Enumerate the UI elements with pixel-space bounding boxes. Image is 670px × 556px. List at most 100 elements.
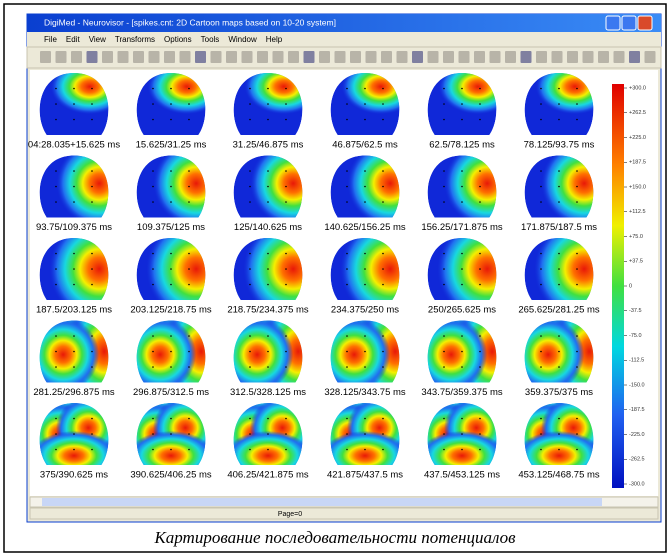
- toolbar-button[interactable]: [567, 51, 578, 63]
- electrode: [152, 103, 154, 105]
- toolbar-button[interactable]: [443, 51, 454, 63]
- toolbar-button[interactable]: [272, 51, 284, 63]
- menu-item[interactable]: Edit: [66, 35, 81, 44]
- electrode: [382, 118, 384, 121]
- toolbar-button[interactable]: [226, 51, 237, 63]
- map-label: 250/265.625 ms: [428, 305, 496, 316]
- electrode: [249, 118, 251, 121]
- scroll-thumb[interactable]: [42, 498, 602, 506]
- electrode: [479, 268, 481, 270]
- head-map: [39, 320, 109, 383]
- electrode: [73, 366, 75, 368]
- toolbar-button[interactable]: [396, 51, 408, 63]
- toolbar-button[interactable]: [412, 51, 423, 63]
- toolbar-button[interactable]: [319, 51, 330, 63]
- potential-blob: [436, 238, 497, 300]
- toolbar-button[interactable]: [474, 51, 485, 63]
- electrode: [461, 185, 463, 188]
- toolbar-button[interactable]: [334, 51, 346, 63]
- head-map: [39, 155, 109, 218]
- toolbar-button[interactable]: [303, 51, 315, 63]
- toolbar-button[interactable]: [427, 51, 439, 63]
- electrode: [73, 87, 75, 90]
- minimize-button[interactable]: [605, 15, 621, 31]
- head-map: [427, 73, 497, 135]
- toolbar-button[interactable]: [458, 51, 470, 63]
- toolbar-button[interactable]: [241, 51, 253, 63]
- toolbar-button[interactable]: [55, 51, 67, 63]
- electrode: [73, 268, 75, 270]
- colorbar: [612, 84, 624, 488]
- toolbar-button[interactable]: [613, 51, 625, 63]
- toolbar-button[interactable]: [598, 51, 609, 63]
- toolbar-button[interactable]: [489, 51, 501, 63]
- electrode: [55, 252, 57, 255]
- toolbar-button[interactable]: [365, 51, 377, 63]
- toolbar-button[interactable]: [179, 51, 191, 63]
- electrode: [382, 283, 384, 286]
- head-map: [39, 238, 109, 300]
- electrode: [55, 201, 57, 203]
- toolbar-button[interactable]: [381, 51, 392, 63]
- map-label: 281.25/296.875 ms: [33, 387, 115, 398]
- menu-item[interactable]: Transforms: [115, 35, 155, 44]
- toolbar-button[interactable]: [71, 51, 82, 63]
- toolbar-button[interactable]: [117, 51, 129, 63]
- toolbar-button[interactable]: [582, 51, 594, 63]
- toolbar-button[interactable]: [164, 51, 175, 63]
- head-map: [330, 73, 400, 135]
- menu-item[interactable]: Tools: [201, 35, 220, 44]
- toolbar-button[interactable]: [551, 51, 563, 63]
- menu-item[interactable]: Help: [266, 35, 283, 44]
- electrode: [479, 433, 481, 435]
- electrode: [364, 185, 366, 188]
- map-label: 15.625/31.25 ms: [136, 140, 207, 151]
- electrode: [91, 417, 93, 420]
- potential-blob: [39, 320, 100, 383]
- electrode: [91, 433, 93, 435]
- menu-item[interactable]: Options: [164, 35, 192, 44]
- toolbar-button[interactable]: [505, 51, 516, 63]
- electrode: [576, 366, 578, 368]
- electrode: [558, 87, 560, 90]
- electrode: [558, 268, 560, 270]
- toolbar-button[interactable]: [86, 51, 98, 63]
- close-button[interactable]: [637, 15, 653, 31]
- electrode: [73, 118, 75, 121]
- electrode: [461, 268, 463, 270]
- toolbar-button[interactable]: [195, 51, 206, 63]
- colorbar-label: +37.5: [629, 259, 643, 265]
- toolbar-button[interactable]: [629, 51, 640, 63]
- menu-item[interactable]: File: [44, 35, 57, 44]
- electrode: [152, 268, 154, 270]
- electrode: [285, 350, 287, 353]
- potential-blob: [341, 73, 400, 115]
- electrode: [73, 201, 75, 203]
- menu-item[interactable]: Window: [228, 35, 257, 44]
- electrode: [364, 366, 366, 368]
- toolbar-button[interactable]: [520, 51, 532, 63]
- electrode: [576, 87, 578, 90]
- toolbar-button[interactable]: [257, 51, 268, 63]
- toolbar-button[interactable]: [644, 51, 656, 63]
- electrode: [188, 283, 190, 286]
- electrode: [170, 185, 172, 188]
- map-label: 406.25/421.875 ms: [227, 470, 309, 481]
- toolbar-button[interactable]: [133, 51, 144, 63]
- electrode: [443, 118, 445, 121]
- toolbar-button[interactable]: [288, 51, 299, 63]
- toolbar-button[interactable]: [350, 51, 361, 63]
- menu-item[interactable]: View: [89, 35, 106, 44]
- electrode: [382, 350, 384, 353]
- potential-blob: [250, 155, 303, 218]
- toolbar-button[interactable]: [536, 51, 547, 63]
- potential-blob: [233, 320, 294, 383]
- toolbar-button[interactable]: [148, 51, 160, 63]
- colorbar-label: +112.5: [629, 209, 646, 215]
- maximize-button[interactable]: [621, 15, 637, 31]
- toolbar-button[interactable]: [40, 51, 51, 63]
- electrode: [479, 118, 481, 121]
- toolbar-button[interactable]: [102, 51, 113, 63]
- electrode: [267, 335, 269, 337]
- toolbar-button[interactable]: [210, 51, 222, 63]
